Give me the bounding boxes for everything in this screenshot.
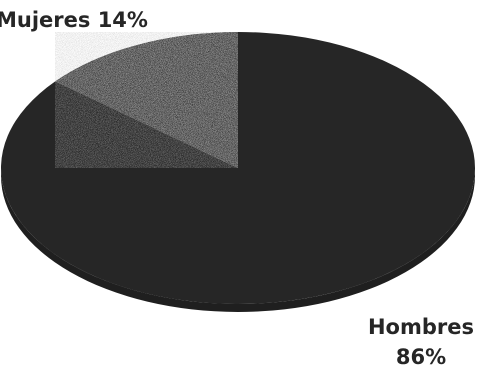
data-label-hombres-name: Hombres: [368, 315, 474, 339]
data-label-hombres-value: 86%: [396, 345, 446, 369]
pie-slice-hombres[interactable]: [1, 32, 476, 304]
data-label-mujeres: Mujeres 14%: [0, 8, 148, 32]
pie-group: [1, 32, 476, 312]
pie-slice-mujeres[interactable]: [55, 32, 238, 168]
